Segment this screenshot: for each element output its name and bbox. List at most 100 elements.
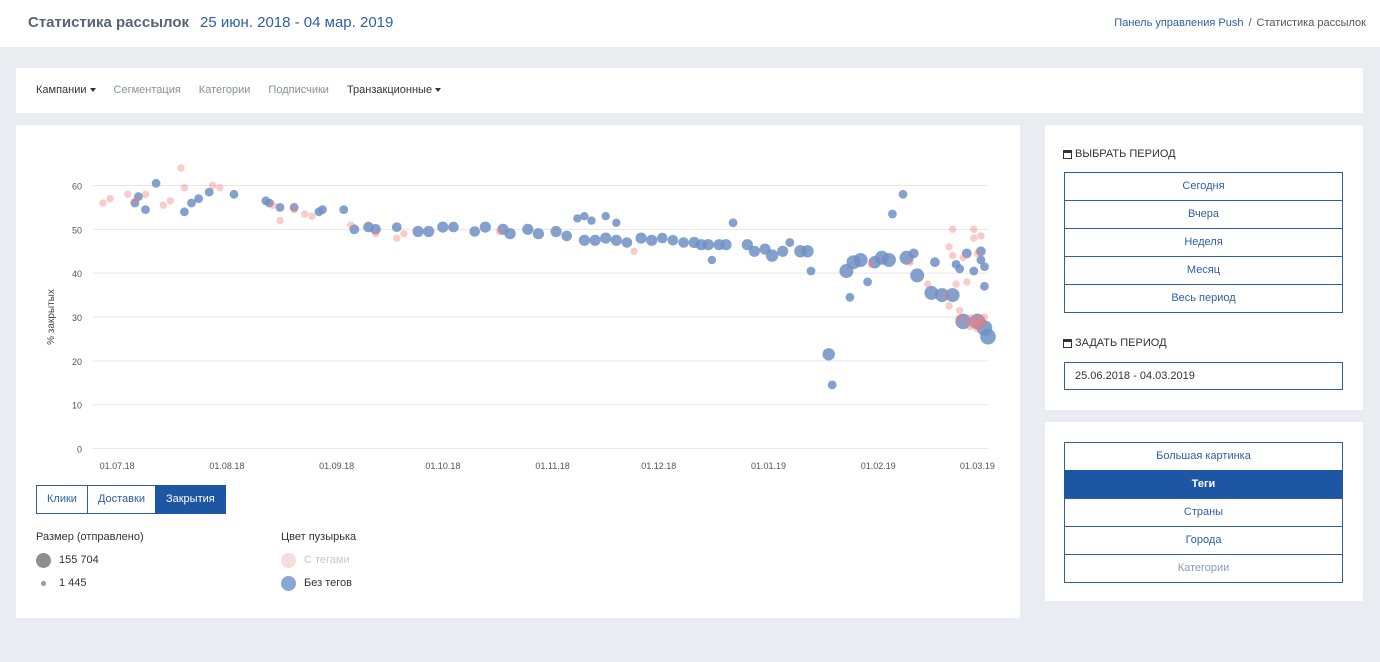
nav-item-label: Сегментация <box>113 84 181 96</box>
bubble-untagged <box>561 230 572 242</box>
nav-item-1[interactable]: Сегментация <box>114 84 181 96</box>
view-option-button[interactable]: Большая картинка <box>1064 442 1343 471</box>
y-tick-label: 50 <box>72 225 82 235</box>
date-range-input[interactable] <box>1064 362 1343 390</box>
nav-item-2[interactable]: Категории <box>199 84 251 96</box>
bubble-untagged <box>612 218 621 227</box>
period-preset-button[interactable]: Весь период <box>1064 284 1343 313</box>
breadcrumb-link-push-dashboard[interactable]: Панель управления Push <box>1114 17 1244 29</box>
bubble-tagged <box>106 195 114 203</box>
bubble-untagged <box>578 234 591 246</box>
metric-tab-2[interactable]: Закрытия <box>154 485 226 514</box>
bubble-tagged <box>970 225 978 233</box>
bubble-untagged <box>969 266 979 276</box>
bubble-untagged <box>765 249 779 262</box>
size-min-label: 1 445 <box>59 577 87 589</box>
bubble-tagged <box>952 280 960 288</box>
bubble-untagged <box>930 257 940 268</box>
bubble-untagged <box>924 285 939 300</box>
bubble-tagged <box>393 234 401 242</box>
bubble-tagged <box>980 313 989 321</box>
color-legend: Цвет пузырька С тегами Без тегов <box>281 531 356 599</box>
x-tick-label: 01.12.18 <box>641 461 676 471</box>
bubble-tagged <box>976 319 986 328</box>
bubble-tagged <box>290 205 298 214</box>
period-preset-button[interactable]: Месяц <box>1064 256 1343 285</box>
bubble-tagged <box>209 181 217 190</box>
nav-item-0[interactable]: Кампании <box>36 84 96 96</box>
bubble-untagged <box>845 292 855 302</box>
y-axis-label: % закрытых <box>46 289 57 345</box>
bubble-untagged <box>667 235 679 246</box>
metric-tab-0[interactable]: Клики <box>36 485 88 514</box>
y-tick-label: 60 <box>72 182 82 192</box>
page-title: Статистика рассылок <box>28 14 190 31</box>
choose-period-title: ВЫБРАТЬ ПЕРИОД <box>1075 148 1176 160</box>
bubble-tagged <box>180 184 189 192</box>
bubble-untagged <box>130 198 140 208</box>
size-legend: Размер (отправлено) 155 704 1 445 <box>36 531 144 599</box>
bubble-untagged <box>600 232 612 244</box>
bubble-tagged <box>924 280 932 288</box>
bubble-untagged <box>853 253 868 267</box>
bubble-untagged <box>423 225 435 238</box>
bubble-tagged <box>973 323 982 333</box>
top-bar: Статистика рассылок 25 июн. 2018 - 04 ма… <box>0 0 1380 47</box>
bubble-untagged <box>935 288 949 303</box>
bubble-untagged <box>437 221 449 233</box>
bubble-chart: 0 10 20 30 40 50 60 01.07.18 01.08.18 01.09.18 01.… <box>46 164 996 471</box>
bubble-untagged <box>945 288 960 303</box>
custom-period-heading: ЗАДАТЬ ПЕРИОД <box>1063 337 1167 349</box>
color-legend-title: Цвет пузырька <box>281 531 357 543</box>
view-panel: Большая картинка Теги Страны Города Категори… <box>1045 422 1363 601</box>
period-preset-button[interactable]: Неделя <box>1064 228 1343 257</box>
x-tick-label: 01.10.18 <box>425 461 460 471</box>
x-tick-label: 01.08.18 <box>209 461 244 471</box>
bubble-untagged <box>827 380 837 390</box>
y-tick-label: 20 <box>72 357 82 367</box>
metric-tab-1[interactable]: Доставки <box>86 485 156 514</box>
metric-tabs: Клики Доставки Закрытия <box>36 485 226 514</box>
bubble-untagged <box>370 224 381 235</box>
bubble-untagged <box>741 239 753 251</box>
breadcrumb-separator: / <box>1248 17 1252 29</box>
bubble-tagged <box>906 258 914 266</box>
bubble-untagged <box>573 214 582 223</box>
view-option-button[interactable]: Категории <box>1064 554 1343 583</box>
view-option-button[interactable]: Теги <box>1064 470 1343 499</box>
bubble-tagged <box>371 230 380 238</box>
bubble-tagged <box>177 164 185 172</box>
view-option-button[interactable]: Страны <box>1064 498 1343 527</box>
custom-period-title: ЗАДАТЬ ПЕРИОД <box>1075 337 1167 349</box>
bubble-untagged <box>621 237 633 248</box>
period-preset-button[interactable]: Вчера <box>1064 200 1343 229</box>
y-tick-label: 10 <box>72 401 82 411</box>
x-tick-label: 01.01.19 <box>751 461 786 471</box>
bubble-untagged <box>448 221 459 233</box>
bubble-tagged <box>276 216 284 225</box>
bubble-untagged <box>180 207 189 217</box>
legend-item-tagged[interactable]: С тегами <box>281 552 356 568</box>
period-presets: Сегодня Вчера Неделя Месяц Весь период <box>1064 172 1343 313</box>
bubble-tagged <box>630 247 638 255</box>
legend-item-untagged[interactable]: Без тегов <box>281 575 356 591</box>
bubble-tagged <box>867 260 875 269</box>
bubble-tagged <box>948 251 957 260</box>
bubble-tagged <box>347 221 355 229</box>
view-option-button[interactable]: Города <box>1064 526 1343 555</box>
untagged-bubble-icon <box>281 575 296 591</box>
bubble-tagged <box>965 314 976 325</box>
bubble-untagged <box>589 234 601 246</box>
nav-item-3[interactable]: Подписчики <box>268 84 329 96</box>
bubble-untagged <box>479 221 491 233</box>
bubble-tagged <box>269 201 277 209</box>
bubble-tagged <box>124 190 132 198</box>
period-preset-button[interactable]: Сегодня <box>1064 172 1343 201</box>
bubble-untagged <box>229 189 239 199</box>
nav-item-4[interactable]: Транзакционные <box>347 84 442 96</box>
bubble-untagged <box>587 216 596 225</box>
bubble-tagged <box>970 234 978 242</box>
bubble-tagged <box>131 197 139 205</box>
bubble-tagged <box>968 318 979 329</box>
bubble-tagged <box>976 316 986 327</box>
